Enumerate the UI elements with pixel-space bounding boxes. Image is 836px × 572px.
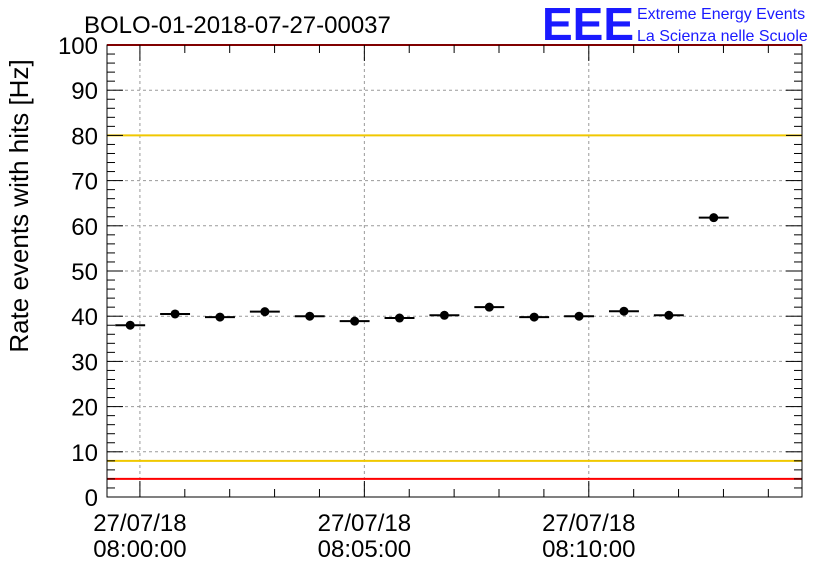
reference-lines xyxy=(107,44,802,480)
point-marker xyxy=(170,309,180,319)
y-tick-label: 10 xyxy=(71,440,98,467)
data-point xyxy=(653,310,684,320)
data-point xyxy=(160,309,191,319)
point-marker xyxy=(125,320,135,330)
point-marker xyxy=(260,307,270,317)
x-tick-labels: 27/07/1808:00:0027/07/1808:05:0027/07/18… xyxy=(93,510,635,563)
point-marker xyxy=(350,316,360,326)
point-marker xyxy=(484,302,494,312)
logo-line-1: Extreme Energy Events xyxy=(637,6,805,23)
point-marker xyxy=(529,312,539,322)
y-tick-label: 40 xyxy=(71,304,98,331)
y-tick-label: 70 xyxy=(71,169,98,196)
point-marker xyxy=(305,311,315,321)
x-tick-date: 27/07/18 xyxy=(318,510,411,537)
plot-frame xyxy=(106,44,803,498)
data-point xyxy=(608,306,639,316)
y-tick-label: 80 xyxy=(71,123,98,150)
x-tick-time: 08:10:00 xyxy=(542,536,635,563)
data-point xyxy=(474,302,505,312)
point-marker xyxy=(619,306,629,316)
data-point xyxy=(115,320,146,330)
point-marker xyxy=(709,213,719,223)
x-tick-time: 08:00:00 xyxy=(93,536,186,563)
y-tick-label: 50 xyxy=(71,259,98,286)
y-tick-label: 100 xyxy=(58,33,98,60)
y-axis-label: Rate events with hits [Hz] xyxy=(4,59,34,352)
data-point xyxy=(205,312,235,322)
point-marker xyxy=(574,311,584,321)
point-marker xyxy=(664,310,674,320)
point-marker xyxy=(439,310,449,320)
data-point xyxy=(564,311,595,321)
logo-mark: EEE xyxy=(542,0,634,50)
x-tick-date: 27/07/18 xyxy=(93,510,186,537)
y-tick-label: 30 xyxy=(71,349,98,376)
y-tick-labels: 0 10 20 30 40 50 60 70 80 90 100 xyxy=(58,33,98,512)
data-points xyxy=(115,213,729,330)
x-tick-date: 27/07/18 xyxy=(542,510,635,537)
y-tick-label: 20 xyxy=(71,395,98,422)
point-marker xyxy=(215,312,225,322)
chart-title: BOLO-01-2018-07-27-00037 xyxy=(84,12,391,39)
data-point xyxy=(384,313,415,323)
grid-lines xyxy=(107,45,802,497)
data-point xyxy=(698,213,729,223)
x-tick-time: 08:05:00 xyxy=(318,536,411,563)
logo-line-2: La Scienza nelle Scuole xyxy=(637,28,808,45)
axes xyxy=(106,44,803,498)
y-tick-label: 60 xyxy=(71,214,98,241)
point-marker xyxy=(395,313,405,323)
data-point xyxy=(339,316,370,326)
data-point xyxy=(429,310,460,320)
data-point xyxy=(294,311,325,321)
data-point xyxy=(519,312,550,322)
y-tick-label: 0 xyxy=(85,485,98,512)
y-tick-label: 90 xyxy=(71,78,98,105)
data-point xyxy=(249,307,280,317)
eee-logo: EEE Extreme Energy Events La Scienza nel… xyxy=(542,0,808,50)
